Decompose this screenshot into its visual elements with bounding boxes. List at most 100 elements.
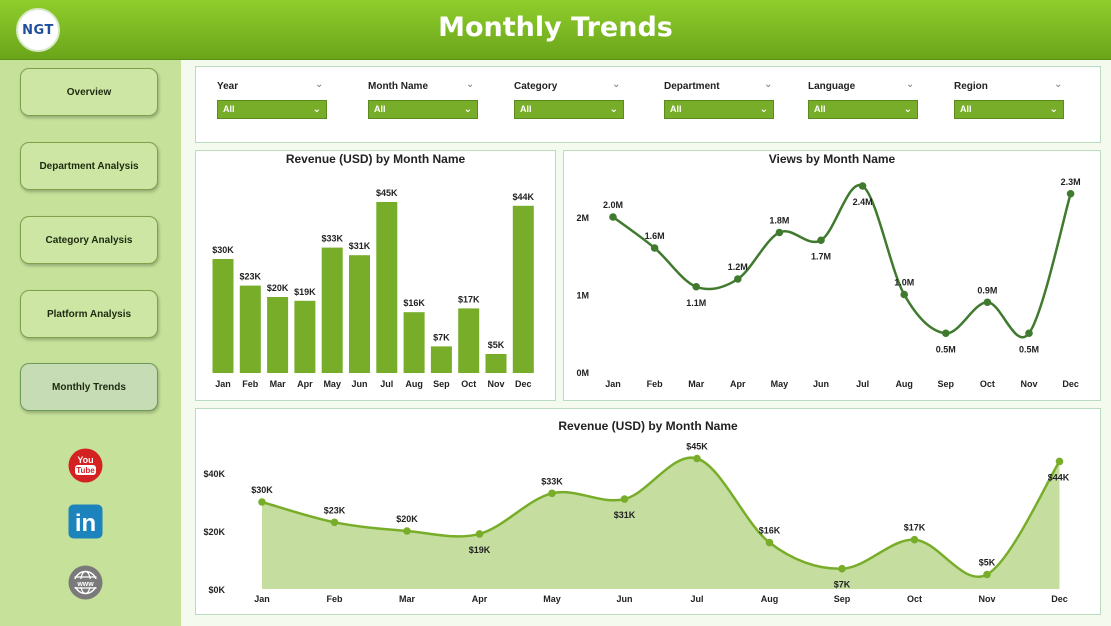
nav-category-analysis-button[interactable]: Category Analysis [20, 216, 158, 264]
bar-jan [212, 259, 234, 373]
chevron-down-icon[interactable]: ⌄ [1054, 79, 1063, 90]
x-tick-label: Apr [297, 379, 313, 389]
views-point-feb [650, 244, 659, 252]
views-line-chart-title: Views by Month Name [768, 152, 896, 166]
x-tick-label: Mar [688, 379, 705, 389]
filter-month-name-select[interactable]: All ⌄ [368, 100, 478, 119]
x-tick-label: Feb [242, 379, 259, 389]
x-tick-label: Jul [856, 379, 869, 389]
filter-label-month-name: Month Name [368, 81, 428, 92]
x-tick-label: Jul [690, 594, 703, 604]
views-point-nov [1025, 329, 1033, 338]
nav-platform-analysis-button[interactable]: Platform Analysis [20, 290, 158, 338]
bar-jul [376, 202, 398, 373]
views-data-label: 1.2M [728, 262, 748, 272]
x-tick-label: Aug [761, 594, 779, 604]
revenue-data-label: $31K [614, 510, 636, 520]
nav-department-analysis-button[interactable]: Department Analysis [20, 142, 158, 190]
views-point-mar [692, 282, 700, 291]
www-icon-text: www [76, 581, 94, 588]
linkedin-icon[interactable]: in [68, 504, 103, 539]
filter-year-select[interactable]: All ⌄ [217, 100, 327, 119]
bar-jun [349, 255, 370, 373]
x-tick-label: Jan [605, 379, 621, 389]
y-tick-label: $0K [208, 585, 225, 595]
revenue-area-chart-title: Revenue (USD) by Month Name [558, 419, 738, 433]
chevron-down-icon[interactable]: ⌄ [764, 79, 773, 90]
x-tick-label: Dec [1051, 594, 1068, 604]
bar-data-label: $17K [458, 294, 480, 304]
views-line-chart: 0M 1M 2M 2.0M Jan 1.6M Feb 1.1M Mar 1.2M Apr 1.8M Ma… [576, 177, 1081, 389]
revenue-point-jul [693, 454, 701, 463]
www-icon[interactable]: www [68, 565, 103, 600]
x-tick-label: Mar [270, 379, 287, 389]
nav-overview-button[interactable]: Overview [20, 68, 158, 116]
dropdown-arrow-icon: ⌄ [312, 104, 321, 115]
x-tick-label: Nov [978, 594, 995, 604]
header-bar: NGT Monthly Trends [0, 0, 1111, 60]
revenue-point-jan [258, 498, 266, 506]
views-data-label: 1.8M [769, 216, 789, 226]
revenue-data-label: $16K [759, 526, 781, 536]
bar-data-label: $20K [267, 283, 289, 293]
x-tick-label: Aug [405, 379, 423, 389]
bar-dec [512, 205, 534, 373]
views-data-label: 0.5M [936, 344, 956, 354]
x-tick-label: Aug [895, 379, 913, 389]
filter-label-region: Region [954, 81, 988, 92]
company-logo: NGT [16, 8, 60, 52]
views-point-jan [609, 213, 617, 221]
filter-department-value: All [670, 104, 682, 114]
views-data-label: 2.4M [853, 197, 873, 207]
bar-data-label: $7K [433, 332, 450, 342]
dropdown-arrow-icon: ⌄ [463, 104, 472, 115]
views-data-label: 2.3M [1061, 177, 1081, 187]
x-tick-label: Sep [433, 379, 450, 389]
revenue-data-label: $30K [251, 485, 273, 495]
chevron-down-icon[interactable]: ⌄ [906, 79, 915, 90]
dropdown-arrow-icon: ⌄ [903, 104, 912, 115]
revenue-area-chart-panel: Revenue (USD) by Month Name $0K $20K $40K $… [195, 408, 1101, 615]
revenue-point-may [548, 489, 556, 498]
revenue-bar-chart-panel: Revenue (USD) by Month Name $30K Jan $23K F… [195, 150, 556, 401]
filter-language-value: All [814, 104, 826, 114]
views-data-label: 1.0M [894, 278, 914, 288]
nav-monthly-trends-button[interactable]: Monthly Trends [20, 363, 158, 411]
x-tick-label: Jun [616, 594, 632, 604]
filter-language-select[interactable]: All ⌄ [808, 100, 918, 119]
bar-oct [458, 308, 480, 373]
revenue-area-chart: $0K $20K $40K $30K Jan $23K Feb $20K Mar $19K Apr $… [203, 442, 1069, 605]
x-tick-label: Oct [980, 379, 995, 389]
x-tick-label: Feb [326, 594, 343, 604]
dropdown-arrow-icon: ⌄ [609, 104, 618, 115]
filters-panel: Year ⌄ All ⌄ Month Name ⌄ All ⌄ Category ⌄… [195, 66, 1101, 143]
bar-nov [485, 354, 507, 373]
bar-data-label: $44K [513, 192, 535, 202]
views-data-label: 2.0M [603, 200, 623, 210]
x-tick-label: May [771, 379, 789, 389]
filter-region-select[interactable]: All ⌄ [954, 100, 1064, 119]
youtube-icon[interactable]: You Tube [68, 448, 103, 483]
x-tick-label: Jun [813, 379, 829, 389]
revenue-data-label: $45K [686, 442, 708, 452]
chevron-down-icon[interactable]: ⌄ [315, 79, 324, 90]
revenue-data-label: $19K [469, 545, 491, 555]
chevron-down-icon[interactable]: ⌄ [612, 79, 621, 90]
views-data-label: 1.6M [645, 231, 665, 241]
logo-text: NGT [22, 22, 54, 38]
bar-data-label: $5K [488, 340, 505, 350]
x-tick-label: Apr [472, 594, 488, 604]
revenue-point-feb [330, 518, 339, 527]
x-tick-label: Nov [1020, 379, 1037, 389]
x-tick-label: Mar [399, 594, 416, 604]
revenue-data-label: $17K [904, 523, 926, 533]
bar-may [321, 247, 343, 373]
chevron-down-icon[interactable]: ⌄ [466, 79, 475, 90]
x-tick-label: Jun [351, 379, 367, 389]
revenue-data-label: $5K [979, 558, 996, 568]
revenue-point-mar [403, 527, 411, 535]
filter-category-select[interactable]: All ⌄ [514, 100, 624, 119]
y-tick-label: 0M [576, 368, 589, 378]
filter-department-select[interactable]: All ⌄ [664, 100, 774, 119]
bar-data-label: $33K [321, 234, 343, 244]
